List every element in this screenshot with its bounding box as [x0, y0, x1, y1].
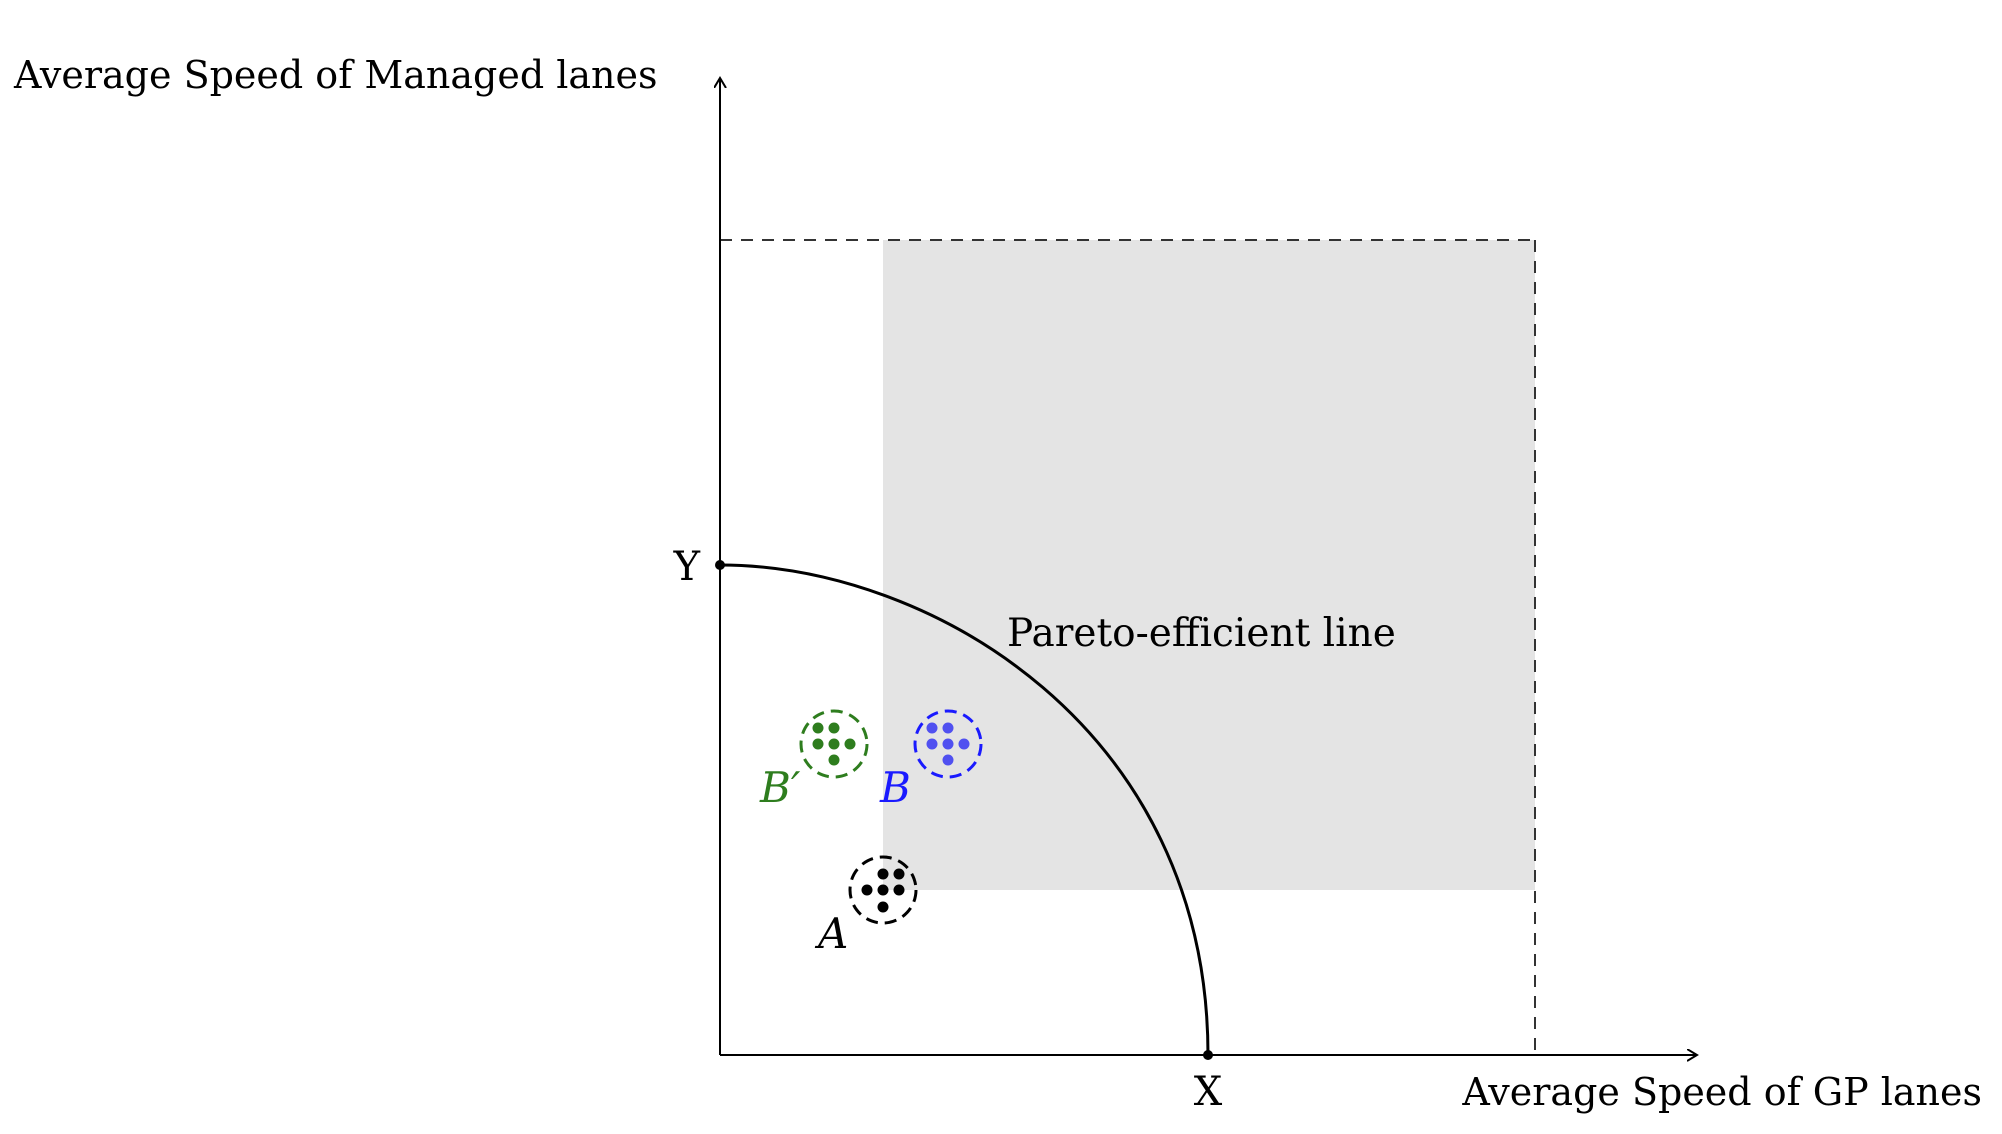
cluster-b-prime-point: [828, 754, 840, 766]
pareto-curve: [719, 563, 1210, 1056]
cluster-b-point: [958, 738, 970, 750]
cluster-b-prime-point: [812, 722, 824, 734]
cluster-a-point: [893, 868, 905, 880]
shaded-dominance-region: [883, 240, 1535, 890]
cluster-b-prime-point: [812, 738, 824, 750]
cluster-b-point: [942, 738, 954, 750]
cluster-b-point: [942, 722, 954, 734]
cluster-b-prime-point: [828, 738, 840, 750]
x-axis-label: Average Speed of GP lanes: [1461, 1070, 1982, 1114]
cluster-a-point: [861, 884, 873, 896]
cluster-b-label: B: [879, 763, 911, 812]
cluster-b-point: [942, 754, 954, 766]
cluster-b-prime-point: [844, 738, 856, 750]
cluster-a: [848, 855, 918, 925]
cluster-b-prime-boundary: [799, 709, 869, 779]
cluster-a-point: [877, 901, 889, 913]
cluster-b-point: [926, 738, 938, 750]
cluster-b-boundary: [913, 709, 983, 779]
y-intercept-dot: [715, 560, 725, 570]
x-intercept-label: X: [1194, 1069, 1223, 1115]
cluster-b: [913, 709, 983, 779]
cluster-b-point: [926, 722, 938, 734]
cluster-b-prime-point: [828, 722, 840, 734]
cluster-a-boundary: [848, 855, 918, 925]
cluster-b-prime: [799, 709, 869, 779]
cluster-b-prime-label: B′: [759, 763, 801, 812]
x-intercept-dot: [1203, 1050, 1213, 1060]
cluster-a-label: A: [814, 909, 848, 958]
y-axis-label: Average Speed of Managed lanes: [13, 53, 658, 97]
pareto-curve-label: Pareto-efficient line: [1007, 611, 1396, 656]
cluster-a-point: [877, 884, 889, 896]
cluster-a-point: [893, 884, 905, 896]
cluster-a-point: [877, 868, 889, 880]
y-intercept-label: Y: [673, 544, 701, 590]
